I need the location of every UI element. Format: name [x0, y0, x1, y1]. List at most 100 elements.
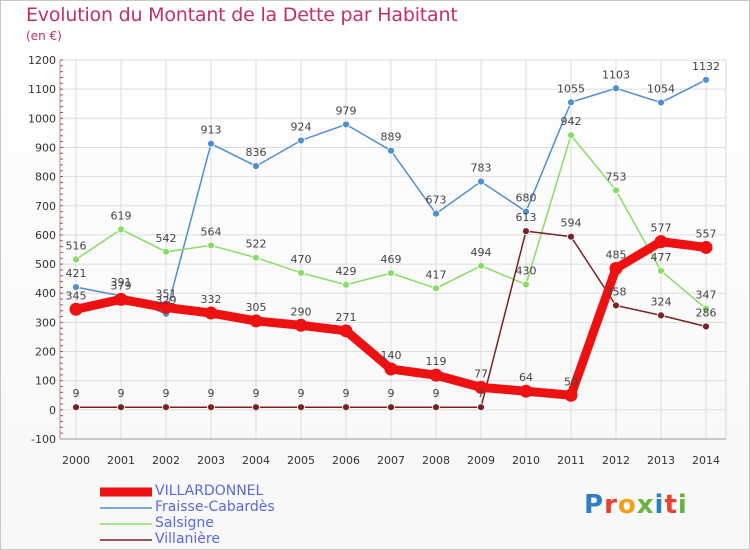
logo-letter: i: [677, 490, 688, 520]
x-tick-label: 2011: [557, 454, 585, 467]
data-point: [387, 269, 395, 278]
data-point: [297, 136, 305, 145]
x-tick-label: 2012: [602, 454, 630, 467]
data-point: [702, 75, 710, 84]
data-point: [519, 384, 533, 398]
data-label: 485: [606, 248, 627, 261]
legend-swatch: [100, 539, 152, 541]
data-point: [522, 280, 530, 289]
y-tick-label: 100: [35, 375, 56, 388]
logo-letter: P: [584, 490, 605, 520]
data-point: [162, 403, 170, 412]
data-point: [342, 120, 350, 129]
data-point: [297, 268, 305, 277]
data-label: 9: [433, 387, 440, 400]
data-label: 613: [516, 211, 537, 224]
data-label: 329: [156, 294, 177, 307]
data-point: [387, 146, 395, 155]
data-label: 50: [564, 375, 578, 388]
data-point: [522, 207, 530, 216]
data-label: 9: [163, 387, 170, 400]
x-tick-label: 2007: [377, 454, 405, 467]
x-tick-label: 2003: [197, 454, 225, 467]
data-point: [207, 139, 215, 148]
data-label: 332: [201, 293, 222, 306]
x-tick-label: 2006: [332, 454, 360, 467]
data-label: 7: [478, 387, 485, 400]
data-point: [612, 301, 620, 310]
data-label: 9: [253, 387, 260, 400]
data-label: 673: [426, 194, 447, 207]
data-label: 680: [516, 192, 537, 205]
data-point: [249, 314, 263, 328]
data-point: [387, 403, 395, 412]
y-tick-label: 1000: [28, 112, 56, 125]
data-label: 889: [381, 131, 402, 144]
x-tick-label: 2010: [512, 454, 540, 467]
data-label: 9: [73, 387, 80, 400]
data-label: 470: [291, 253, 312, 266]
data-point: [117, 403, 125, 412]
data-point: [702, 304, 710, 313]
data-point: [72, 403, 80, 412]
data-label: 1103: [602, 68, 630, 81]
y-tick-label: -100: [31, 433, 56, 446]
y-tick-label: 900: [35, 141, 56, 154]
data-point: [612, 84, 620, 93]
x-tick-label: 2000: [62, 454, 90, 467]
data-point: [72, 283, 80, 292]
data-label: 391: [111, 276, 132, 289]
logo-letter: i: [654, 490, 665, 520]
data-label: 286: [696, 306, 717, 319]
data-label: 345: [66, 289, 87, 302]
data-point: [567, 131, 575, 140]
legend-swatch: [100, 487, 152, 497]
data-point: [564, 388, 578, 402]
data-label: 9: [208, 387, 215, 400]
y-tick-label: 500: [35, 258, 56, 271]
y-tick-label: 200: [35, 346, 56, 359]
data-point: [522, 227, 530, 236]
data-point: [204, 306, 218, 320]
data-label: 924: [291, 120, 312, 133]
data-point: [699, 240, 713, 254]
data-label: 290: [291, 305, 312, 318]
data-point: [252, 403, 260, 412]
x-tick-label: 2008: [422, 454, 450, 467]
data-label: 421: [66, 267, 87, 280]
data-point: [657, 266, 665, 275]
data-point: [432, 403, 440, 412]
legend-label: Fraisse-Cabardès: [155, 499, 275, 515]
x-tick-label: 2009: [467, 454, 495, 467]
x-tick-label: 2001: [107, 454, 135, 467]
data-point: [609, 261, 623, 275]
data-label: 77: [474, 367, 488, 380]
data-point: [252, 162, 260, 171]
data-label: 9: [343, 387, 350, 400]
data-label: 9: [388, 387, 395, 400]
data-label: 430: [516, 264, 537, 277]
data-point: [477, 261, 485, 270]
y-tick-label: 400: [35, 287, 56, 300]
data-point: [117, 225, 125, 234]
data-point: [657, 311, 665, 320]
y-tick-label: 300: [35, 316, 56, 329]
data-label: 9: [118, 387, 125, 400]
legend-label: VILLARDONNEL: [155, 483, 264, 499]
logo-letter: r: [604, 490, 618, 520]
data-point: [294, 318, 308, 332]
data-label: 140: [381, 349, 402, 362]
data-point: [342, 280, 350, 289]
data-label: 477: [651, 251, 672, 264]
data-point: [207, 241, 215, 250]
data-label: 557: [696, 227, 717, 240]
data-point: [159, 301, 173, 315]
data-label: 64: [519, 371, 533, 384]
data-label: 836: [246, 146, 267, 159]
data-label: 379: [111, 279, 132, 292]
data-point: [72, 255, 80, 264]
data-point: [477, 403, 485, 412]
data-label: 119: [426, 355, 447, 368]
logo-letter: o: [617, 490, 637, 520]
y-tick-label: 1100: [28, 83, 56, 96]
